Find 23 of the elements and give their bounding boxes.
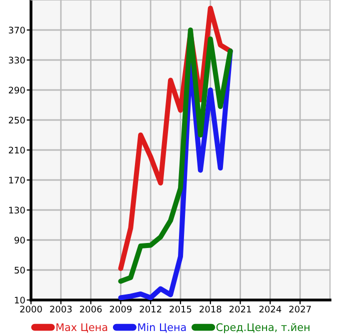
y-tick-label: 50 [14, 266, 25, 274]
x-tick-label: 2000 [20, 306, 42, 313]
legend-label: Min Цена [138, 323, 186, 333]
x-tick-label: 2012 [140, 306, 162, 313]
x-tick-label: 2003 [50, 306, 72, 313]
y-tick-label: 290 [8, 86, 25, 94]
y-tick-label: 330 [8, 56, 25, 64]
x-tick-label: 2021 [229, 306, 251, 313]
x-tick-label: 2009 [110, 306, 132, 313]
y-tick-label: 90 [14, 236, 25, 244]
x-tick-label: 2027 [289, 306, 311, 313]
x-tick-label: 2024 [259, 306, 282, 313]
x-tick-label: 2015 [170, 306, 192, 313]
legend-label: Сред.Цена, т.йен [216, 323, 310, 334]
x-tick-label: 2018 [200, 306, 222, 313]
y-tick-label: 250 [8, 116, 25, 124]
x-tick-label: 2006 [80, 306, 102, 313]
y-tick-label: 170 [9, 176, 25, 184]
legend-label: Max Цена [56, 323, 108, 333]
y-tick-label: 10 [14, 296, 25, 304]
y-tick-label: 130 [9, 206, 25, 214]
y-tick-label: 370 [8, 26, 25, 34]
y-tick-label: 210 [8, 146, 25, 154]
